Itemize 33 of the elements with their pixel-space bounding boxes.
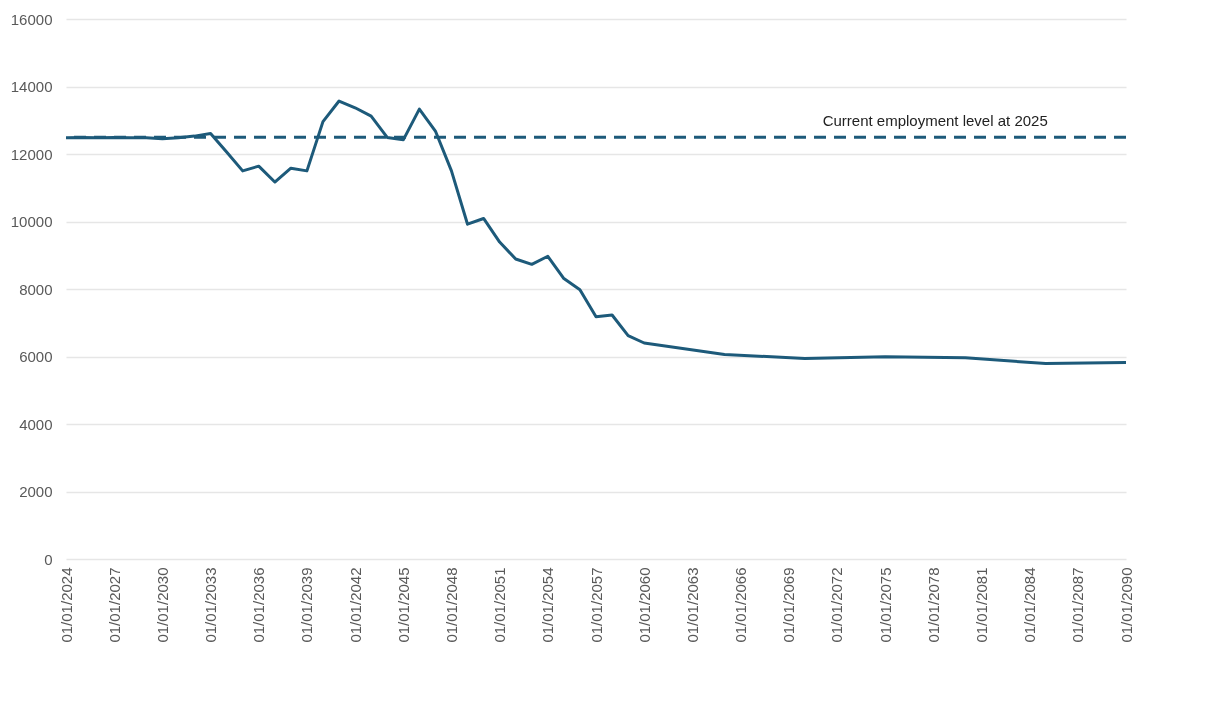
x-tick-label: 01/01/2039 — [298, 567, 316, 643]
x-tick-label: 01/01/2072 — [828, 567, 846, 643]
y-tick-label: 6000 — [19, 348, 53, 365]
y-tick-label: 8000 — [19, 280, 53, 298]
x-tick-label: 01/01/2051 — [491, 567, 509, 643]
x-tick-label: 01/01/2054 — [539, 567, 557, 643]
x-tick-label: 01/01/2075 — [876, 567, 894, 643]
y-tick-label: 0 — [44, 550, 53, 568]
x-tick-label: 01/01/2081 — [972, 567, 990, 643]
x-tick-label: 01/01/2024 — [57, 567, 75, 643]
x-tick-label: 01/01/2045 — [394, 567, 412, 643]
y-tick-label: 10000 — [10, 213, 53, 230]
x-tick-label: 01/01/2027 — [105, 567, 123, 643]
x-tick-label: 01/01/2066 — [732, 567, 750, 643]
y-tick-label: 14000 — [10, 78, 53, 95]
y-tick-label: 12000 — [10, 145, 53, 163]
x-tick-label: 01/01/2030 — [153, 567, 171, 643]
y-tick-label: 16000 — [10, 10, 53, 28]
x-tick-label: 01/01/2063 — [683, 567, 701, 643]
y-tick-label: 4000 — [19, 415, 53, 433]
x-tick-label: 01/01/2057 — [587, 567, 605, 643]
x-tick-label: 01/01/2087 — [1069, 567, 1087, 643]
x-tick-label: 01/01/2090 — [1117, 567, 1135, 643]
x-tick-label: 01/01/2036 — [250, 567, 268, 643]
x-tick-label: 01/01/2060 — [635, 567, 653, 643]
y-tick-label: 2000 — [19, 483, 53, 500]
x-tick-label: 01/01/2084 — [1021, 567, 1039, 643]
x-tick-label: 01/01/2033 — [202, 567, 220, 643]
x-tick-label: 01/01/2042 — [346, 567, 364, 643]
x-tick-label: 01/01/2078 — [924, 567, 942, 643]
x-tick-label: 01/01/2048 — [442, 567, 460, 643]
ref-line-label: Current employment level at 2025 — [822, 112, 1048, 130]
x-tick-label: 01/01/2069 — [780, 567, 798, 643]
